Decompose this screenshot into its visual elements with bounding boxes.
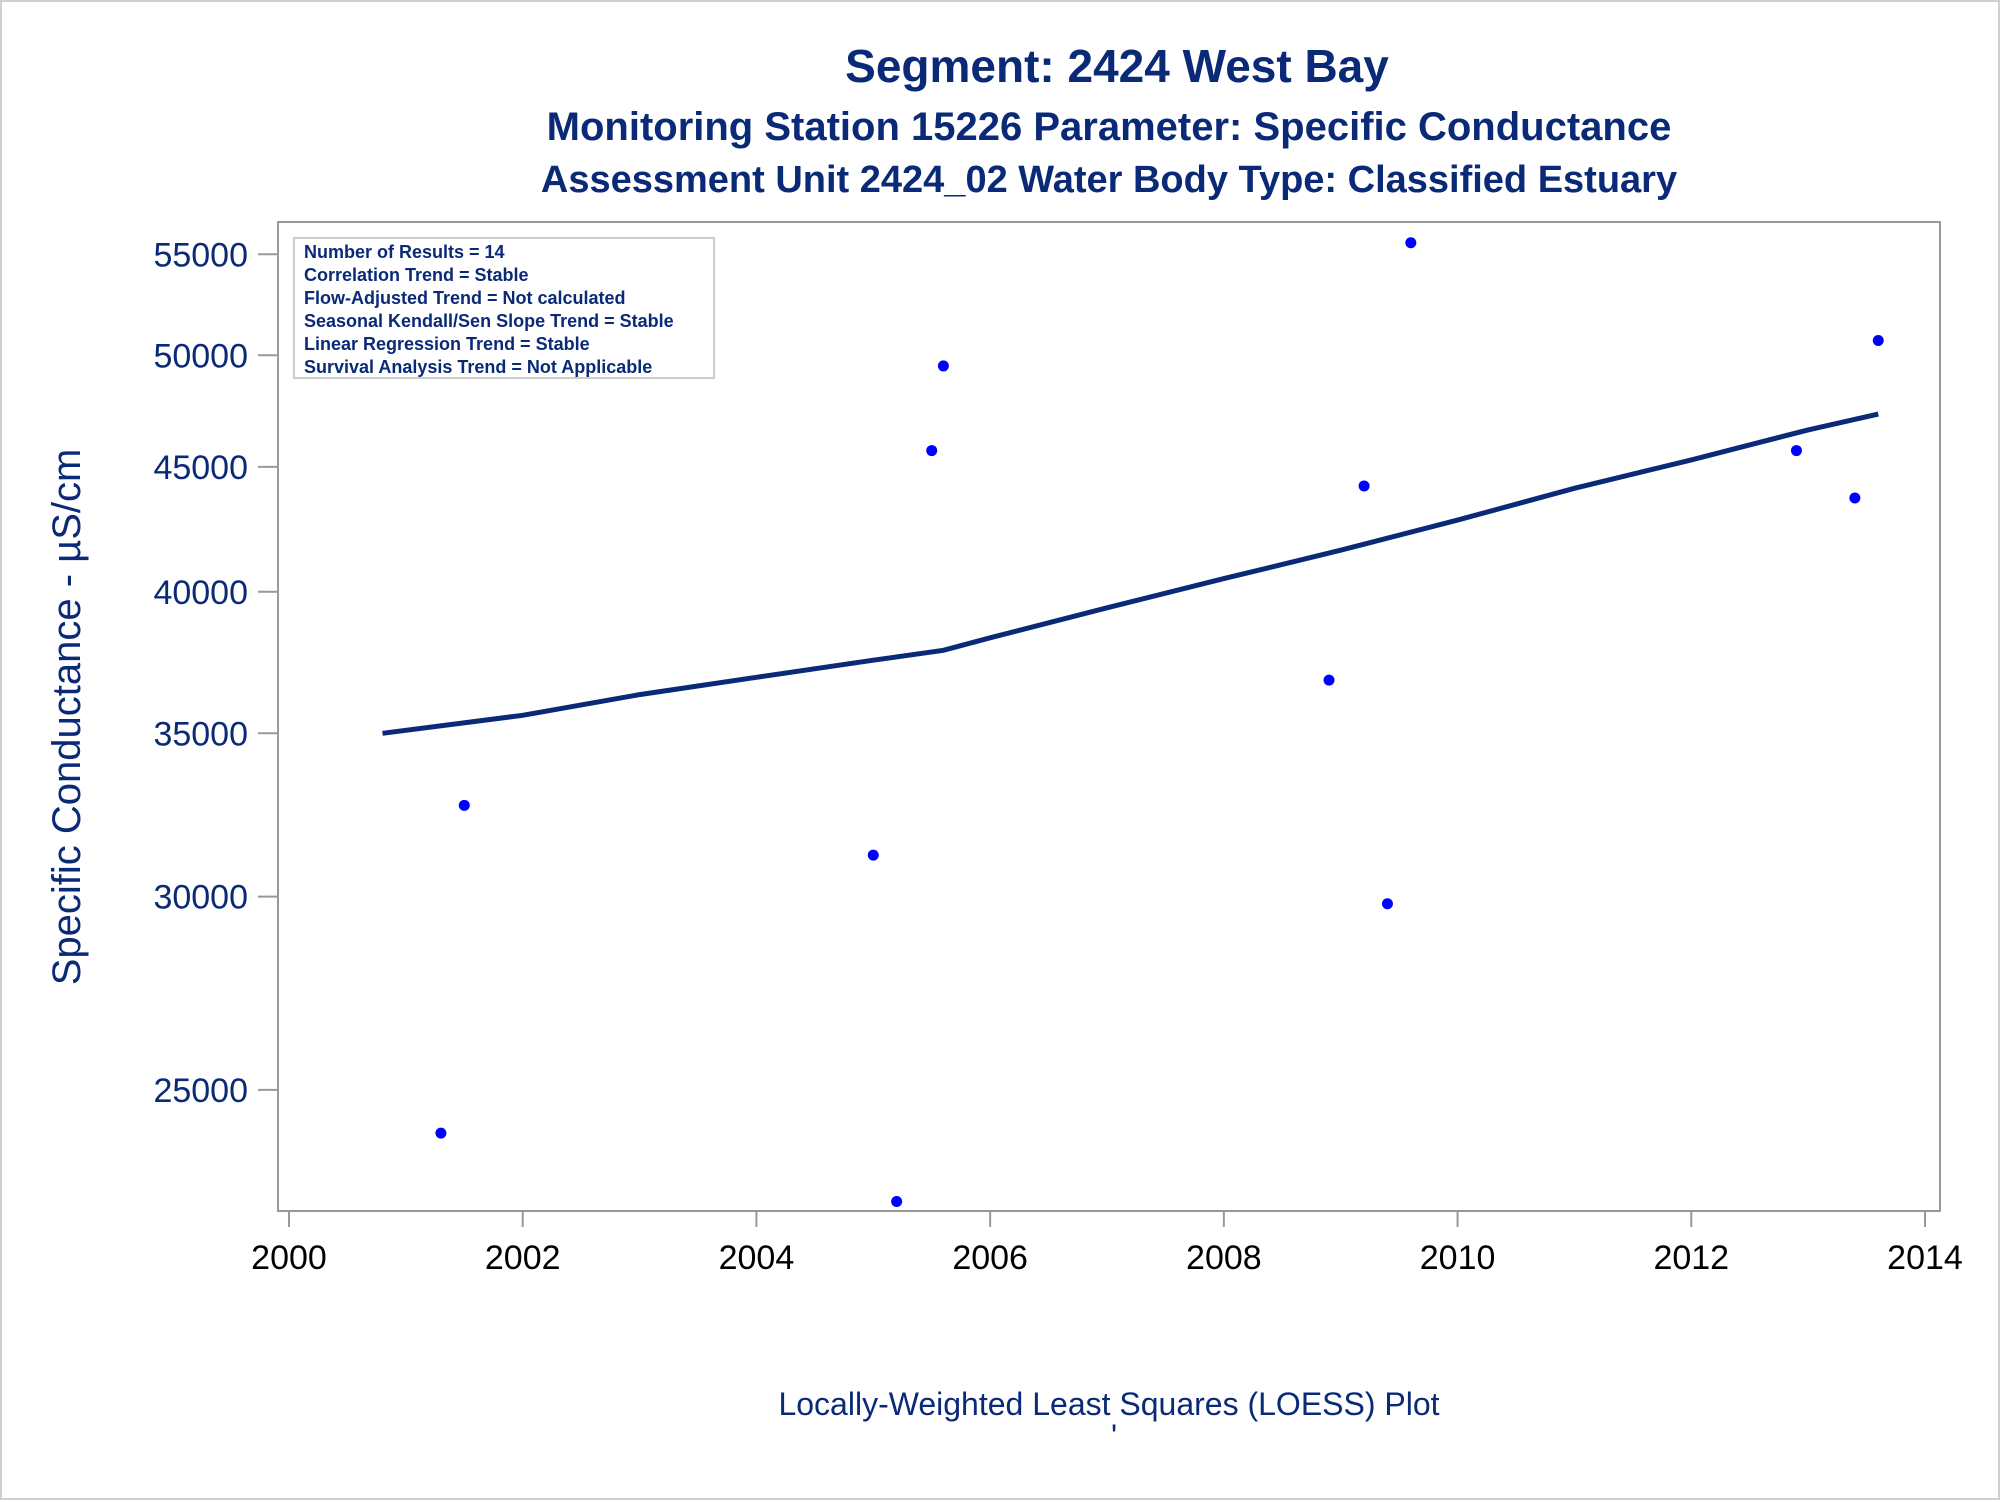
- y-tick-label: 35000: [153, 715, 248, 753]
- y-axis: 25000 30000 35000 40000 45000 50000 55000: [153, 236, 278, 1110]
- data-point: [937, 360, 949, 372]
- x-tick-label: 2006: [952, 1239, 1028, 1277]
- y-tick-label: 55000: [153, 236, 248, 274]
- info-box-frame: [293, 237, 715, 379]
- data-point: [867, 849, 879, 861]
- data-point: [1381, 898, 1393, 910]
- x-axis: 2000 2002 2004 2006 2008 2010 2012 2014: [251, 1211, 1963, 1277]
- x-tick-label: 2002: [485, 1239, 561, 1277]
- data-point: [1872, 335, 1884, 347]
- loess-trend-line: [382, 411, 1879, 736]
- y-tick-label: 40000: [153, 574, 248, 612]
- data-point: [1323, 674, 1335, 686]
- chart-title: Segment: 2424 West Bay: [845, 40, 1389, 92]
- x-tick-label: 2004: [719, 1239, 795, 1277]
- data-point: [1358, 480, 1370, 492]
- y-tick-label: 25000: [153, 1072, 248, 1110]
- plot-area: [277, 221, 1941, 1212]
- data-point: [1405, 237, 1417, 249]
- y-tick-label: 45000: [153, 449, 248, 487]
- info-line-results: Number of Results = 14: [304, 242, 505, 262]
- y-axis-label: Specific Conductance - µS/cm: [45, 449, 89, 986]
- y-tick-label: 30000: [153, 879, 248, 917]
- footer-mark: ': [1111, 1418, 1117, 1454]
- data-point: [926, 445, 938, 457]
- info-line-linear-regression: Linear Regression Trend = Stable: [304, 334, 590, 354]
- chart-subtitle: Monitoring Station 15226 Parameter: Spec…: [547, 105, 1672, 149]
- x-tick-label: 2008: [1186, 1239, 1262, 1277]
- data-point: [1790, 445, 1802, 457]
- data-point: [435, 1127, 447, 1139]
- info-line-flow-adjusted: Flow-Adjusted Trend = Not calculated: [304, 288, 626, 308]
- chart-subtitle-2: Assessment Unit 2424_02 Water Body Type:…: [541, 159, 1677, 201]
- x-tick-label: 2000: [251, 1239, 327, 1277]
- data-points: [376, 237, 1884, 1208]
- data-point: [1849, 492, 1861, 504]
- y-tick-label: 50000: [153, 337, 248, 375]
- x-tick-label: 2010: [1420, 1239, 1496, 1277]
- data-point: [891, 1196, 903, 1208]
- info-line-correlation: Correlation Trend = Stable: [304, 265, 529, 285]
- footer-caption: Locally-Weighted Least Squares (LOESS) P…: [778, 1386, 1439, 1422]
- x-tick-label: 2012: [1653, 1239, 1729, 1277]
- data-point: [458, 799, 470, 811]
- x-tick-label: 2014: [1887, 1239, 1963, 1277]
- trend-info-box: Number of Results = 14 Correlation Trend…: [293, 237, 715, 379]
- info-line-survival-analysis: Survival Analysis Trend = Not Applicable: [304, 357, 652, 377]
- info-line-seasonal-kendall: Seasonal Kendall/Sen Slope Trend = Stabl…: [304, 311, 674, 331]
